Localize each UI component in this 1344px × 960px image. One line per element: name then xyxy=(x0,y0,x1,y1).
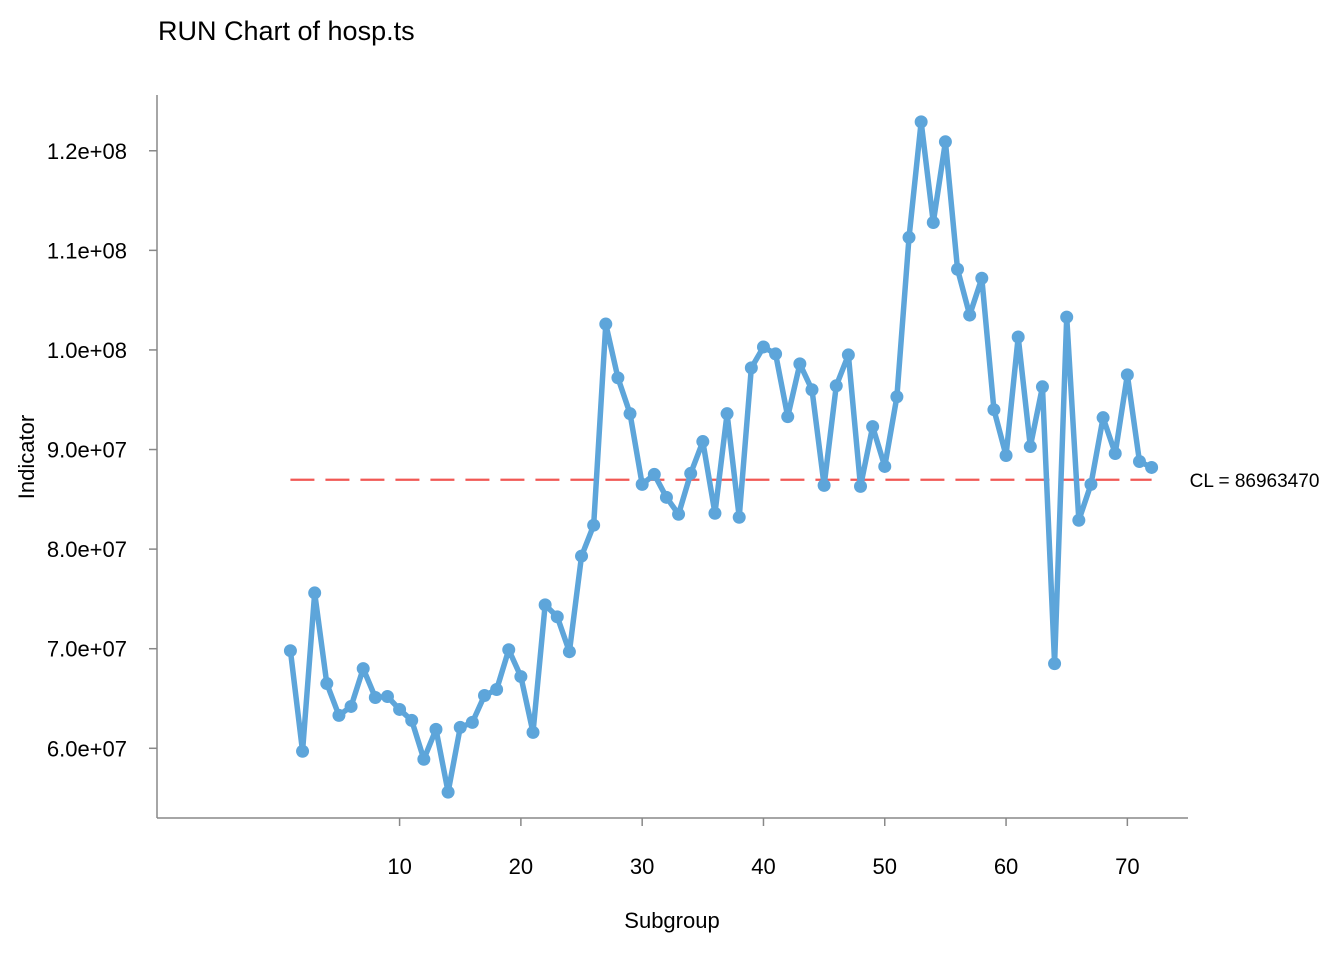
series-line xyxy=(287,119,1155,795)
data-point xyxy=(1084,477,1098,491)
data-point xyxy=(1048,657,1062,671)
data-point xyxy=(283,644,297,658)
data-point xyxy=(1072,513,1086,527)
data-point xyxy=(332,708,346,722)
data-point xyxy=(599,317,613,331)
data-point xyxy=(914,115,928,129)
data-point xyxy=(1060,310,1074,324)
data-point xyxy=(356,662,370,676)
data-point xyxy=(1120,368,1134,382)
y-ticks: 6.0e+07 7.0e+07 8.0e+07 9.0e+07 1.0e+08 1.1e+… xyxy=(47,139,157,761)
data-point xyxy=(477,689,491,703)
data-point xyxy=(696,435,710,449)
data-point xyxy=(1035,380,1049,394)
data-point xyxy=(417,752,431,766)
data-point xyxy=(368,691,382,704)
y-axis-label: Indicator xyxy=(14,415,39,499)
data-point xyxy=(756,340,770,354)
data-point xyxy=(720,407,734,421)
data-point xyxy=(465,715,479,729)
data-point xyxy=(647,467,661,481)
data-point xyxy=(951,262,965,276)
data-point xyxy=(1096,411,1110,425)
data-point xyxy=(1145,460,1159,474)
data-point xyxy=(659,490,673,504)
data-point xyxy=(441,785,455,799)
data-point xyxy=(429,722,443,736)
data-point xyxy=(1108,447,1122,461)
data-point xyxy=(344,699,358,713)
data-point xyxy=(514,670,528,684)
data-point xyxy=(526,725,540,739)
data-point xyxy=(393,702,407,716)
data-point xyxy=(878,459,892,473)
data-point xyxy=(975,271,989,285)
x-tick-label: 10 xyxy=(387,854,411,879)
data-point xyxy=(550,610,564,624)
y-tick-label: 6.0e+07 xyxy=(47,736,127,761)
data-point xyxy=(1023,440,1037,454)
x-tick-label: 40 xyxy=(751,854,775,879)
data-point xyxy=(769,347,783,361)
data-point xyxy=(829,379,843,393)
data-point xyxy=(611,371,625,385)
data-point xyxy=(805,383,819,397)
data-point xyxy=(854,479,868,493)
data-point xyxy=(490,683,504,697)
x-axis-label: Subgroup xyxy=(624,908,719,933)
x-tick-label: 60 xyxy=(994,854,1018,879)
data-point xyxy=(308,586,322,600)
x-tick-label: 20 xyxy=(509,854,533,879)
data-point xyxy=(405,713,419,727)
data-point xyxy=(562,645,576,659)
data-point xyxy=(866,420,880,434)
data-point xyxy=(732,510,746,524)
data-point xyxy=(708,506,722,520)
center-line-label: CL = 86963470 xyxy=(1190,471,1320,492)
data-point xyxy=(963,308,977,322)
data-point xyxy=(380,690,394,704)
data-point xyxy=(999,449,1013,463)
data-point xyxy=(296,744,310,758)
x-tick-label: 70 xyxy=(1115,854,1139,879)
data-point xyxy=(453,720,467,734)
data-point xyxy=(817,478,831,492)
data-point xyxy=(684,466,698,480)
y-tick-label: 7.0e+07 xyxy=(47,637,127,662)
center-line-group: CL = 86963470 xyxy=(290,471,1319,492)
data-point xyxy=(587,518,601,532)
data-point xyxy=(841,348,855,362)
x-tick-label: 30 xyxy=(630,854,654,879)
data-point xyxy=(320,677,334,691)
data-point xyxy=(502,643,516,657)
data-point xyxy=(744,361,758,375)
data-point xyxy=(538,598,552,612)
data-point xyxy=(575,549,589,563)
data-point xyxy=(987,403,1001,417)
x-ticks: 10 20 30 40 50 60 70 xyxy=(387,818,1140,879)
data-point xyxy=(793,357,807,371)
data-point xyxy=(672,507,686,521)
data-point xyxy=(926,215,940,229)
data-point xyxy=(781,410,795,424)
data-point xyxy=(890,390,904,404)
data-point xyxy=(1132,454,1146,468)
axes xyxy=(156,95,1188,819)
data-point xyxy=(623,407,637,421)
y-tick-label: 1.2e+08 xyxy=(47,139,127,164)
y-tick-label: 1.1e+08 xyxy=(47,238,127,263)
chart-title: RUN Chart of hosp.ts xyxy=(158,16,415,46)
y-tick-label: 1.0e+08 xyxy=(47,338,127,363)
data-point xyxy=(902,230,916,244)
data-point xyxy=(1011,330,1025,344)
y-tick-label: 8.0e+07 xyxy=(47,537,127,562)
data-point xyxy=(938,135,952,149)
data-point xyxy=(635,477,649,491)
x-tick-label: 50 xyxy=(873,854,897,879)
series-group xyxy=(283,115,1159,799)
y-tick-label: 9.0e+07 xyxy=(47,438,127,463)
